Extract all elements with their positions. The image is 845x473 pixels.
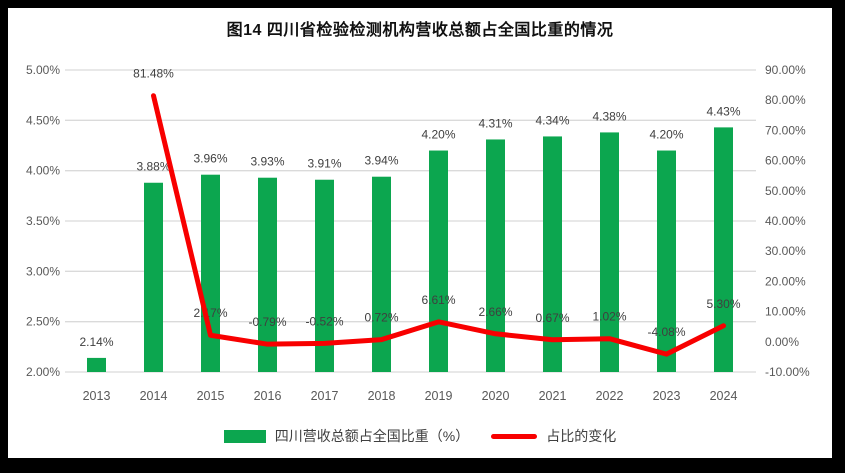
right-axis-tick: 60.00% <box>765 154 806 168</box>
line-value-label: 0.72% <box>364 311 398 325</box>
right-axis-tick: 90.00% <box>765 63 806 77</box>
change-line <box>151 93 726 357</box>
bar-value-label: 2.14% <box>79 335 113 349</box>
bar-value-label: 3.88% <box>136 160 170 174</box>
line-value-label: -4.08% <box>647 325 685 339</box>
line-value-label: 0.67% <box>535 311 569 325</box>
bar-value-label: 4.20% <box>421 128 455 142</box>
bar-value-label: 4.43% <box>706 104 740 118</box>
x-axis-label-2021: 2021 <box>539 389 567 403</box>
left-axis-tick: 2.50% <box>26 315 60 329</box>
x-axis-label-2018: 2018 <box>368 389 396 403</box>
bar-value-label: 3.91% <box>307 157 341 171</box>
legend-item-bars: 四川营收总额占全国比重（%） <box>223 426 470 446</box>
left-axis-tick: 5.00% <box>26 63 60 77</box>
x-axis-label-2013: 2013 <box>83 389 111 403</box>
bar-2013 <box>87 357 106 372</box>
bar-2015 <box>201 174 220 372</box>
right-axis-tick: 0.00% <box>765 335 799 349</box>
bar-2020 <box>486 139 505 372</box>
line-value-label: 1.02% <box>592 310 626 324</box>
line-value-label: 2.17% <box>193 306 227 320</box>
bar-2022 <box>600 132 619 372</box>
right-axis-tick: 70.00% <box>765 123 806 137</box>
right-axis-tick: 30.00% <box>765 244 806 258</box>
line-value-label: -0.52% <box>305 314 343 328</box>
legend: 四川营收总额占全国比重（%） 占比的变化 <box>8 424 832 448</box>
chart-title: 图14 四川省检验检测机构营收总额占全国比重的情况 <box>226 22 614 39</box>
right-axis-tick: 50.00% <box>765 184 806 198</box>
x-axis-label-2017: 2017 <box>311 389 339 403</box>
x-axis-label-2016: 2016 <box>254 389 282 403</box>
line-value-label: 5.30% <box>706 297 740 311</box>
bar-value-label: 4.31% <box>478 116 512 130</box>
bar-2018 <box>372 176 391 372</box>
bar-series-swatch-icon <box>223 429 266 443</box>
line-value-label: 6.61% <box>421 293 455 307</box>
bar-value-label: 3.96% <box>193 152 227 166</box>
line-series-legend-label: 占比的变化 <box>546 428 617 444</box>
chart-svg: 5.00% 4.50% 4.00% 3.50% 3.00% 2.50% 2.00% 90.00… <box>26 63 810 403</box>
line-value-label: -0.79% <box>248 315 286 329</box>
right-axis-tick: 10.00% <box>765 305 806 319</box>
bar-2024 <box>714 127 733 372</box>
right-axis-tick: 40.00% <box>765 214 806 228</box>
bar-value-label: 3.94% <box>364 154 398 168</box>
bar-2023 <box>657 150 676 372</box>
x-axis-label-2023: 2023 <box>653 389 681 403</box>
bar-value-label: 3.93% <box>250 155 284 169</box>
bar-2021 <box>543 136 562 372</box>
x-axis-label-2015: 2015 <box>197 389 225 403</box>
left-axis-tick: 4.50% <box>26 113 60 127</box>
bar-series-legend-label: 四川营收总额占全国比重（%） <box>274 428 470 444</box>
bar-value-label: 4.34% <box>535 113 569 127</box>
left-axis-tick: 3.00% <box>26 264 60 278</box>
chart-panel: 5.00% 4.50% 4.00% 3.50% 3.00% 2.50% 2.00% 90.00… <box>8 8 832 458</box>
right-axis-tick: -10.00% <box>765 365 810 379</box>
bar-value-label: 4.38% <box>592 109 626 123</box>
right-axis-tick: 80.00% <box>765 93 806 107</box>
left-axis-tick: 3.50% <box>26 214 60 228</box>
line-series-swatch-icon <box>491 433 538 439</box>
line-value-label: 2.66% <box>478 305 512 319</box>
bar-value-label: 4.20% <box>649 128 683 142</box>
x-axis-label-2022: 2022 <box>596 389 624 403</box>
bar-2014 <box>144 182 163 372</box>
line-value-label: 81.48% <box>133 67 174 81</box>
bar-2019 <box>429 150 448 372</box>
x-axis-label-2020: 2020 <box>482 389 510 403</box>
x-axis-label-2024: 2024 <box>710 389 738 403</box>
x-axis-label-2019: 2019 <box>425 389 453 403</box>
right-axis-tick: 20.00% <box>765 274 806 288</box>
left-axis-tick: 2.00% <box>26 365 60 379</box>
bar-2016 <box>258 177 277 372</box>
left-axis-tick: 4.00% <box>26 164 60 178</box>
bar-2017 <box>315 179 334 372</box>
x-axis-label-2014: 2014 <box>140 389 168 403</box>
legend-item-line: 占比的变化 <box>491 426 616 446</box>
